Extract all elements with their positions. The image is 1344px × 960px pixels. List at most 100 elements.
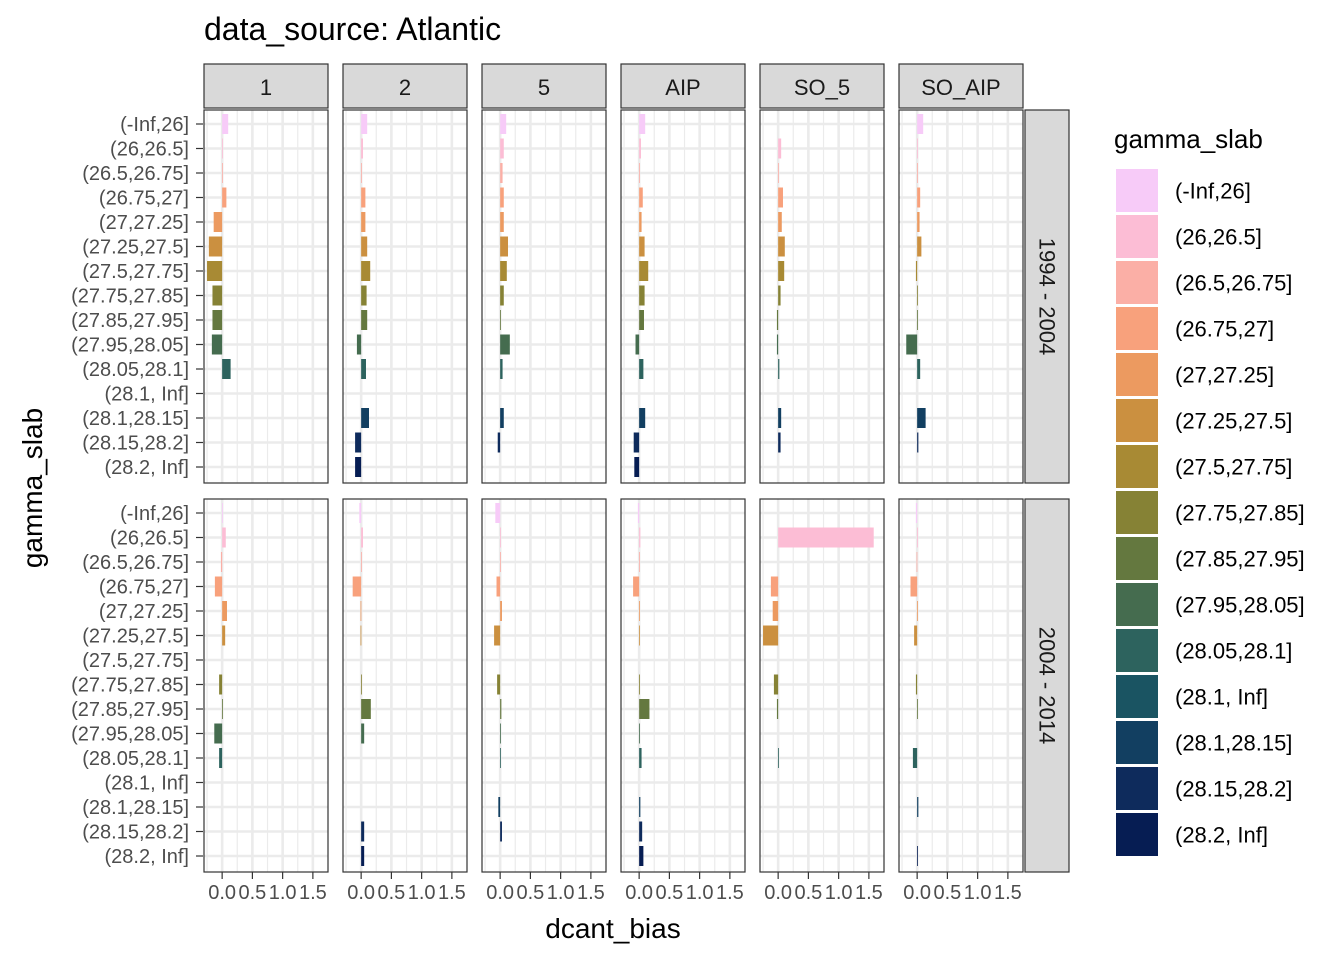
column-strip-label: 2: [399, 75, 411, 100]
bar: [915, 674, 918, 695]
y-tick-label: (27.5,27.75]: [82, 261, 189, 283]
x-tick-label: 1.5: [716, 882, 744, 904]
bar: [639, 723, 640, 744]
legend-key: [1116, 767, 1158, 810]
bar: [639, 138, 641, 159]
bar: [635, 334, 640, 355]
facet-panel: [620, 109, 746, 484]
y-tick-label: (28.1, Inf]: [105, 384, 190, 406]
bar: [222, 503, 223, 523]
y-tick-label: (27.75,27.85]: [71, 286, 189, 308]
bar: [639, 699, 650, 719]
bar: [912, 748, 918, 768]
panel-border: [620, 109, 746, 484]
legend-key: [1116, 445, 1158, 488]
bar: [917, 846, 918, 866]
y-tick-label: (28.2, Inf]: [105, 457, 190, 479]
x-axis-label: dcant_bias: [545, 913, 680, 944]
bar: [360, 601, 362, 621]
bar: [222, 699, 223, 719]
legend-key: [1116, 307, 1158, 350]
bar: [917, 138, 918, 159]
bar: [917, 432, 919, 453]
bar: [500, 310, 501, 330]
legend-label: (27.5,27.75]: [1175, 455, 1292, 480]
bar: [917, 527, 918, 548]
bar: [208, 236, 223, 257]
legend-label: (27.25,27.5]: [1175, 409, 1292, 434]
column-strip: [481, 63, 607, 109]
bar: [639, 821, 643, 842]
bar: [500, 114, 507, 134]
facet-panel: [898, 498, 1024, 873]
bar: [917, 187, 921, 208]
column-strip: [620, 63, 746, 109]
legend-key: [1116, 629, 1158, 672]
bar: [500, 212, 504, 232]
bar: [222, 163, 223, 183]
bar: [917, 236, 922, 257]
x-tick-label: 1.5: [855, 882, 883, 904]
y-tick-label: (-Inf,26]: [120, 503, 189, 525]
x-tick-label: 0.0: [625, 882, 653, 904]
bar: [778, 285, 781, 306]
bar: [352, 576, 362, 597]
bar: [915, 261, 918, 281]
y-tick-label: (28.2, Inf]: [105, 846, 190, 868]
y-tick-label: (26,26.5]: [110, 528, 189, 550]
bar: [500, 821, 502, 842]
bar: [495, 503, 501, 523]
bar: [917, 797, 919, 817]
y-tick-label: (26.75,27]: [99, 577, 189, 599]
facet-panel: [203, 498, 329, 873]
y-tick-label: (26,26.5]: [110, 139, 189, 161]
legend-key: [1116, 537, 1158, 580]
bar: [361, 846, 365, 866]
bar: [500, 187, 504, 208]
legend-key: [1116, 491, 1158, 534]
bar: [361, 114, 368, 134]
bar: [356, 334, 362, 355]
bar: [361, 821, 365, 842]
bar: [500, 699, 502, 719]
x-tick-label: 1.5: [299, 882, 327, 904]
panel-border: [898, 498, 1024, 873]
bar: [778, 408, 782, 428]
x-tick-label: 1.0: [964, 882, 992, 904]
legend-key: [1116, 261, 1158, 304]
bar: [361, 674, 362, 695]
bar: [500, 285, 504, 306]
bar: [773, 674, 779, 695]
bar: [500, 527, 501, 548]
legend-label: (26.75,27]: [1175, 317, 1274, 342]
bar: [917, 310, 918, 330]
legend-key: [1116, 813, 1158, 856]
bar: [639, 114, 646, 134]
bar: [222, 114, 229, 134]
x-tick-label: 1.0: [686, 882, 714, 904]
bar: [639, 625, 640, 646]
x-tick-label: 1.0: [825, 882, 853, 904]
column-strip-label: 1: [260, 75, 272, 100]
bar: [778, 236, 785, 257]
bar: [361, 212, 366, 232]
legend-label: (27.95,28.05]: [1175, 593, 1305, 618]
bar: [498, 797, 501, 817]
bar: [500, 334, 510, 355]
bar: [639, 748, 642, 768]
column-strip: [342, 63, 468, 109]
bar: [639, 310, 644, 330]
bar: [917, 408, 926, 428]
panel-border: [203, 498, 329, 873]
column-strip: [759, 63, 885, 109]
legend-label: (-Inf,26]: [1175, 179, 1251, 204]
bar: [778, 359, 780, 379]
bar: [361, 285, 367, 306]
y-tick-label: (26.5,26.75]: [82, 552, 189, 574]
legend-label: (26,26.5]: [1175, 225, 1262, 250]
panel-border: [342, 109, 468, 484]
bar: [776, 699, 779, 719]
y-tick-label: (26.75,27]: [99, 188, 189, 210]
bar: [207, 261, 223, 281]
